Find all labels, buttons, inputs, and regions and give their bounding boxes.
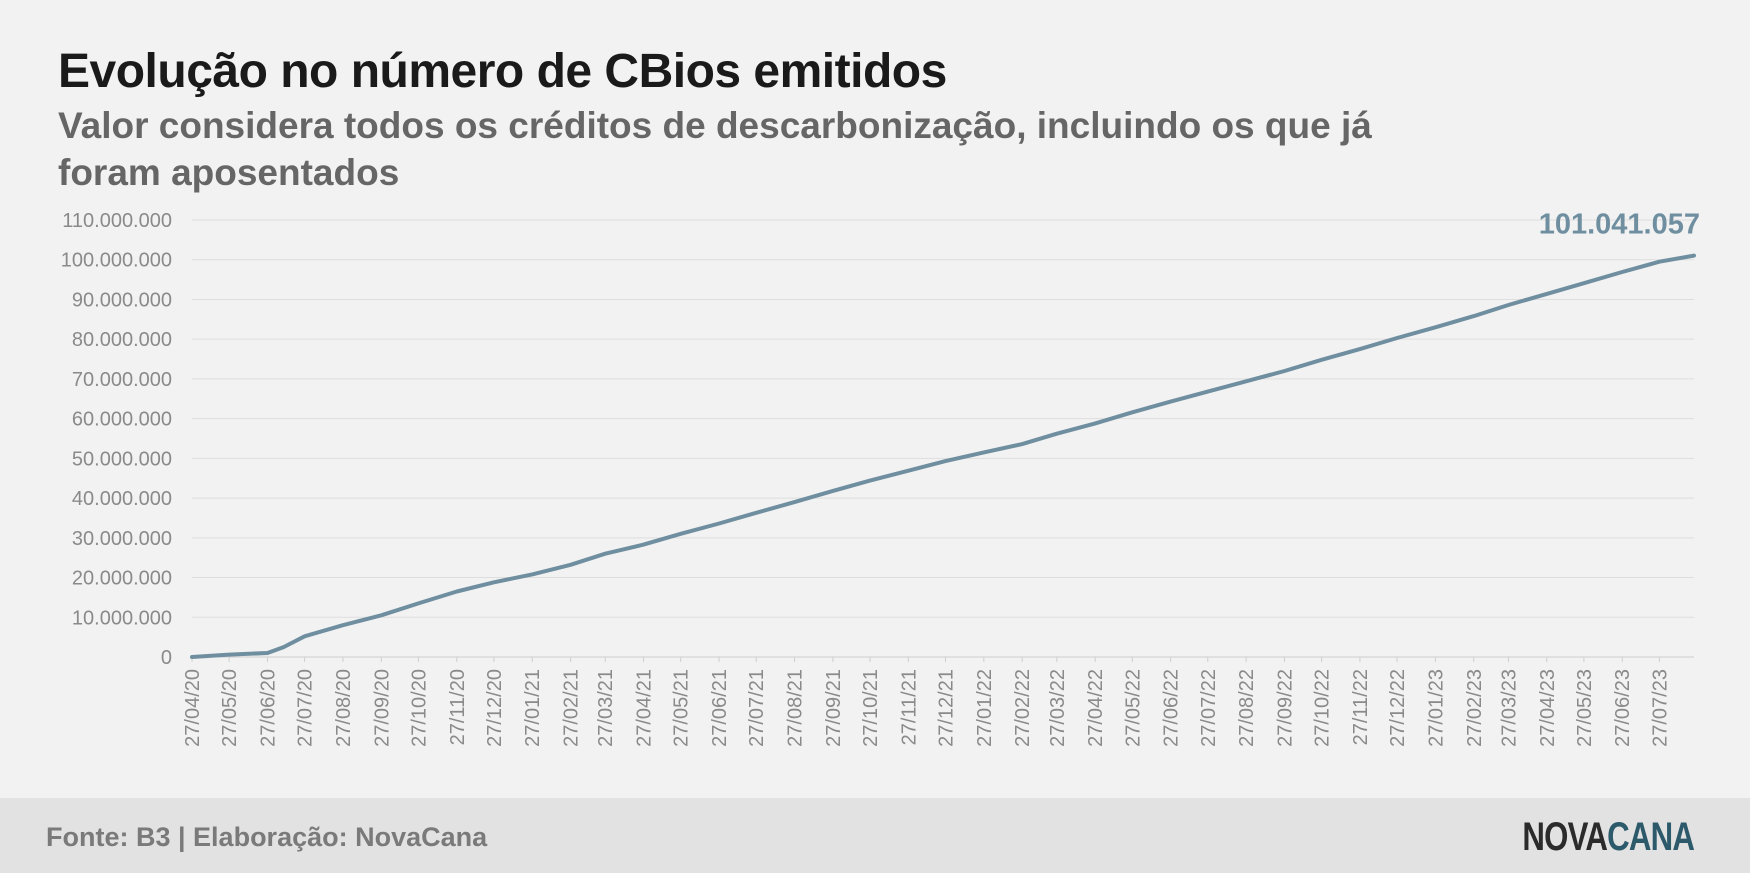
- x-tick-label: 27/07/21: [746, 669, 768, 747]
- x-axis-labels: 27/04/20 27/05/20 27/06/20 27/07/20 27/08/20…: [182, 657, 1671, 747]
- x-tick-label: 27/10/21: [860, 669, 882, 747]
- x-tick-label: 27/05/23: [1574, 669, 1596, 747]
- x-tick-label: 27/07/23: [1649, 669, 1671, 747]
- x-tick-label: 27/06/23: [1612, 669, 1634, 747]
- y-tick-label: 20.000.000: [72, 568, 172, 590]
- y-tick-label: 100.000.000: [61, 250, 172, 272]
- x-tick-label: 27/01/22: [974, 669, 996, 747]
- x-tick-label: 27/08/20: [333, 669, 355, 747]
- y-tick-label: 110.000.000: [62, 210, 172, 232]
- series-line: [190, 253, 1696, 659]
- y-tick-label: 10.000.000: [72, 607, 172, 629]
- x-tick-label: 27/06/21: [709, 669, 731, 747]
- x-tick-label: 27/09/20: [371, 669, 393, 747]
- y-tick-label: 50.000.000: [72, 448, 172, 470]
- x-tick-label: 27/05/20: [219, 669, 241, 747]
- line-chart: 0 10.000.000 20.000.000 30.000.000 40.000.00…: [61, 209, 1700, 747]
- x-tick-label: 27/02/21: [561, 669, 583, 747]
- x-tick-label: 27/12/22: [1387, 669, 1409, 747]
- x-tick-label: 27/05/21: [671, 669, 693, 747]
- x-tick-label: 27/07/20: [295, 669, 317, 747]
- x-tick-label: 27/10/20: [408, 669, 430, 747]
- y-tick-label: 40.000.000: [72, 488, 172, 510]
- y-tick-label: 70.000.000: [72, 369, 172, 391]
- y-tick-label: 60.000.000: [72, 409, 172, 431]
- x-tick-label: 27/07/22: [1198, 669, 1220, 747]
- x-tick-label: 27/01/21: [522, 669, 544, 747]
- x-tick-label: 27/04/22: [1085, 669, 1107, 747]
- x-tick-label: 27/06/20: [257, 669, 279, 747]
- y-tick-label: 30.000.000: [72, 528, 172, 550]
- grid-lines: [192, 219, 1694, 658]
- chart-subtitle: Valor considera todos os créditos de des…: [58, 105, 1372, 193]
- x-tick-label: 27/02/22: [1012, 669, 1034, 747]
- x-tick-label: 27/09/21: [823, 669, 845, 747]
- x-tick-label: 27/03/22: [1047, 669, 1069, 747]
- y-tick-label: 90.000.000: [72, 289, 172, 311]
- x-tick-label: 27/11/20: [447, 669, 469, 745]
- end-value-label: 101.041.057: [1539, 209, 1700, 241]
- x-tick-label: 27/04/21: [634, 669, 656, 747]
- y-tick-label: 0: [161, 647, 172, 669]
- source-note: Fonte: B3 | Elaboração: NovaCana: [46, 822, 488, 852]
- footer: Fonte: B3 | Elaboração: NovaCana NOVACAN…: [0, 798, 1750, 873]
- x-tick-label: 27/09/22: [1274, 669, 1296, 747]
- x-tick-label: 27/03/23: [1498, 669, 1520, 747]
- x-tick-label: 27/04/20: [182, 669, 204, 747]
- y-axis-labels: 0 10.000.000 20.000.000 30.000.000 40.000.00…: [61, 210, 172, 669]
- chart-title: Evolução no número de CBios emitidos: [58, 45, 947, 98]
- x-tick-label: 27/03/21: [595, 669, 617, 747]
- x-tick-label: 27/06/22: [1161, 669, 1183, 747]
- x-tick-label: 27/05/22: [1122, 669, 1144, 747]
- x-tick-label: 27/12/21: [935, 669, 957, 747]
- x-tick-label: 27/01/23: [1425, 669, 1447, 747]
- x-tick-label: 27/08/22: [1236, 669, 1258, 747]
- x-tick-label: 27/12/20: [484, 669, 506, 747]
- y-tick-label: 80.000.000: [72, 329, 172, 351]
- x-tick-label: 27/11/21: [898, 669, 920, 745]
- x-tick-label: 27/11/22: [1350, 669, 1372, 745]
- x-tick-label: 27/02/23: [1464, 669, 1486, 747]
- x-tick-label: 27/08/21: [785, 669, 807, 747]
- x-tick-label: 27/10/22: [1312, 669, 1334, 747]
- novacana-logo: NOVACANA: [1522, 815, 1694, 859]
- x-tick-label: 27/04/23: [1537, 669, 1559, 747]
